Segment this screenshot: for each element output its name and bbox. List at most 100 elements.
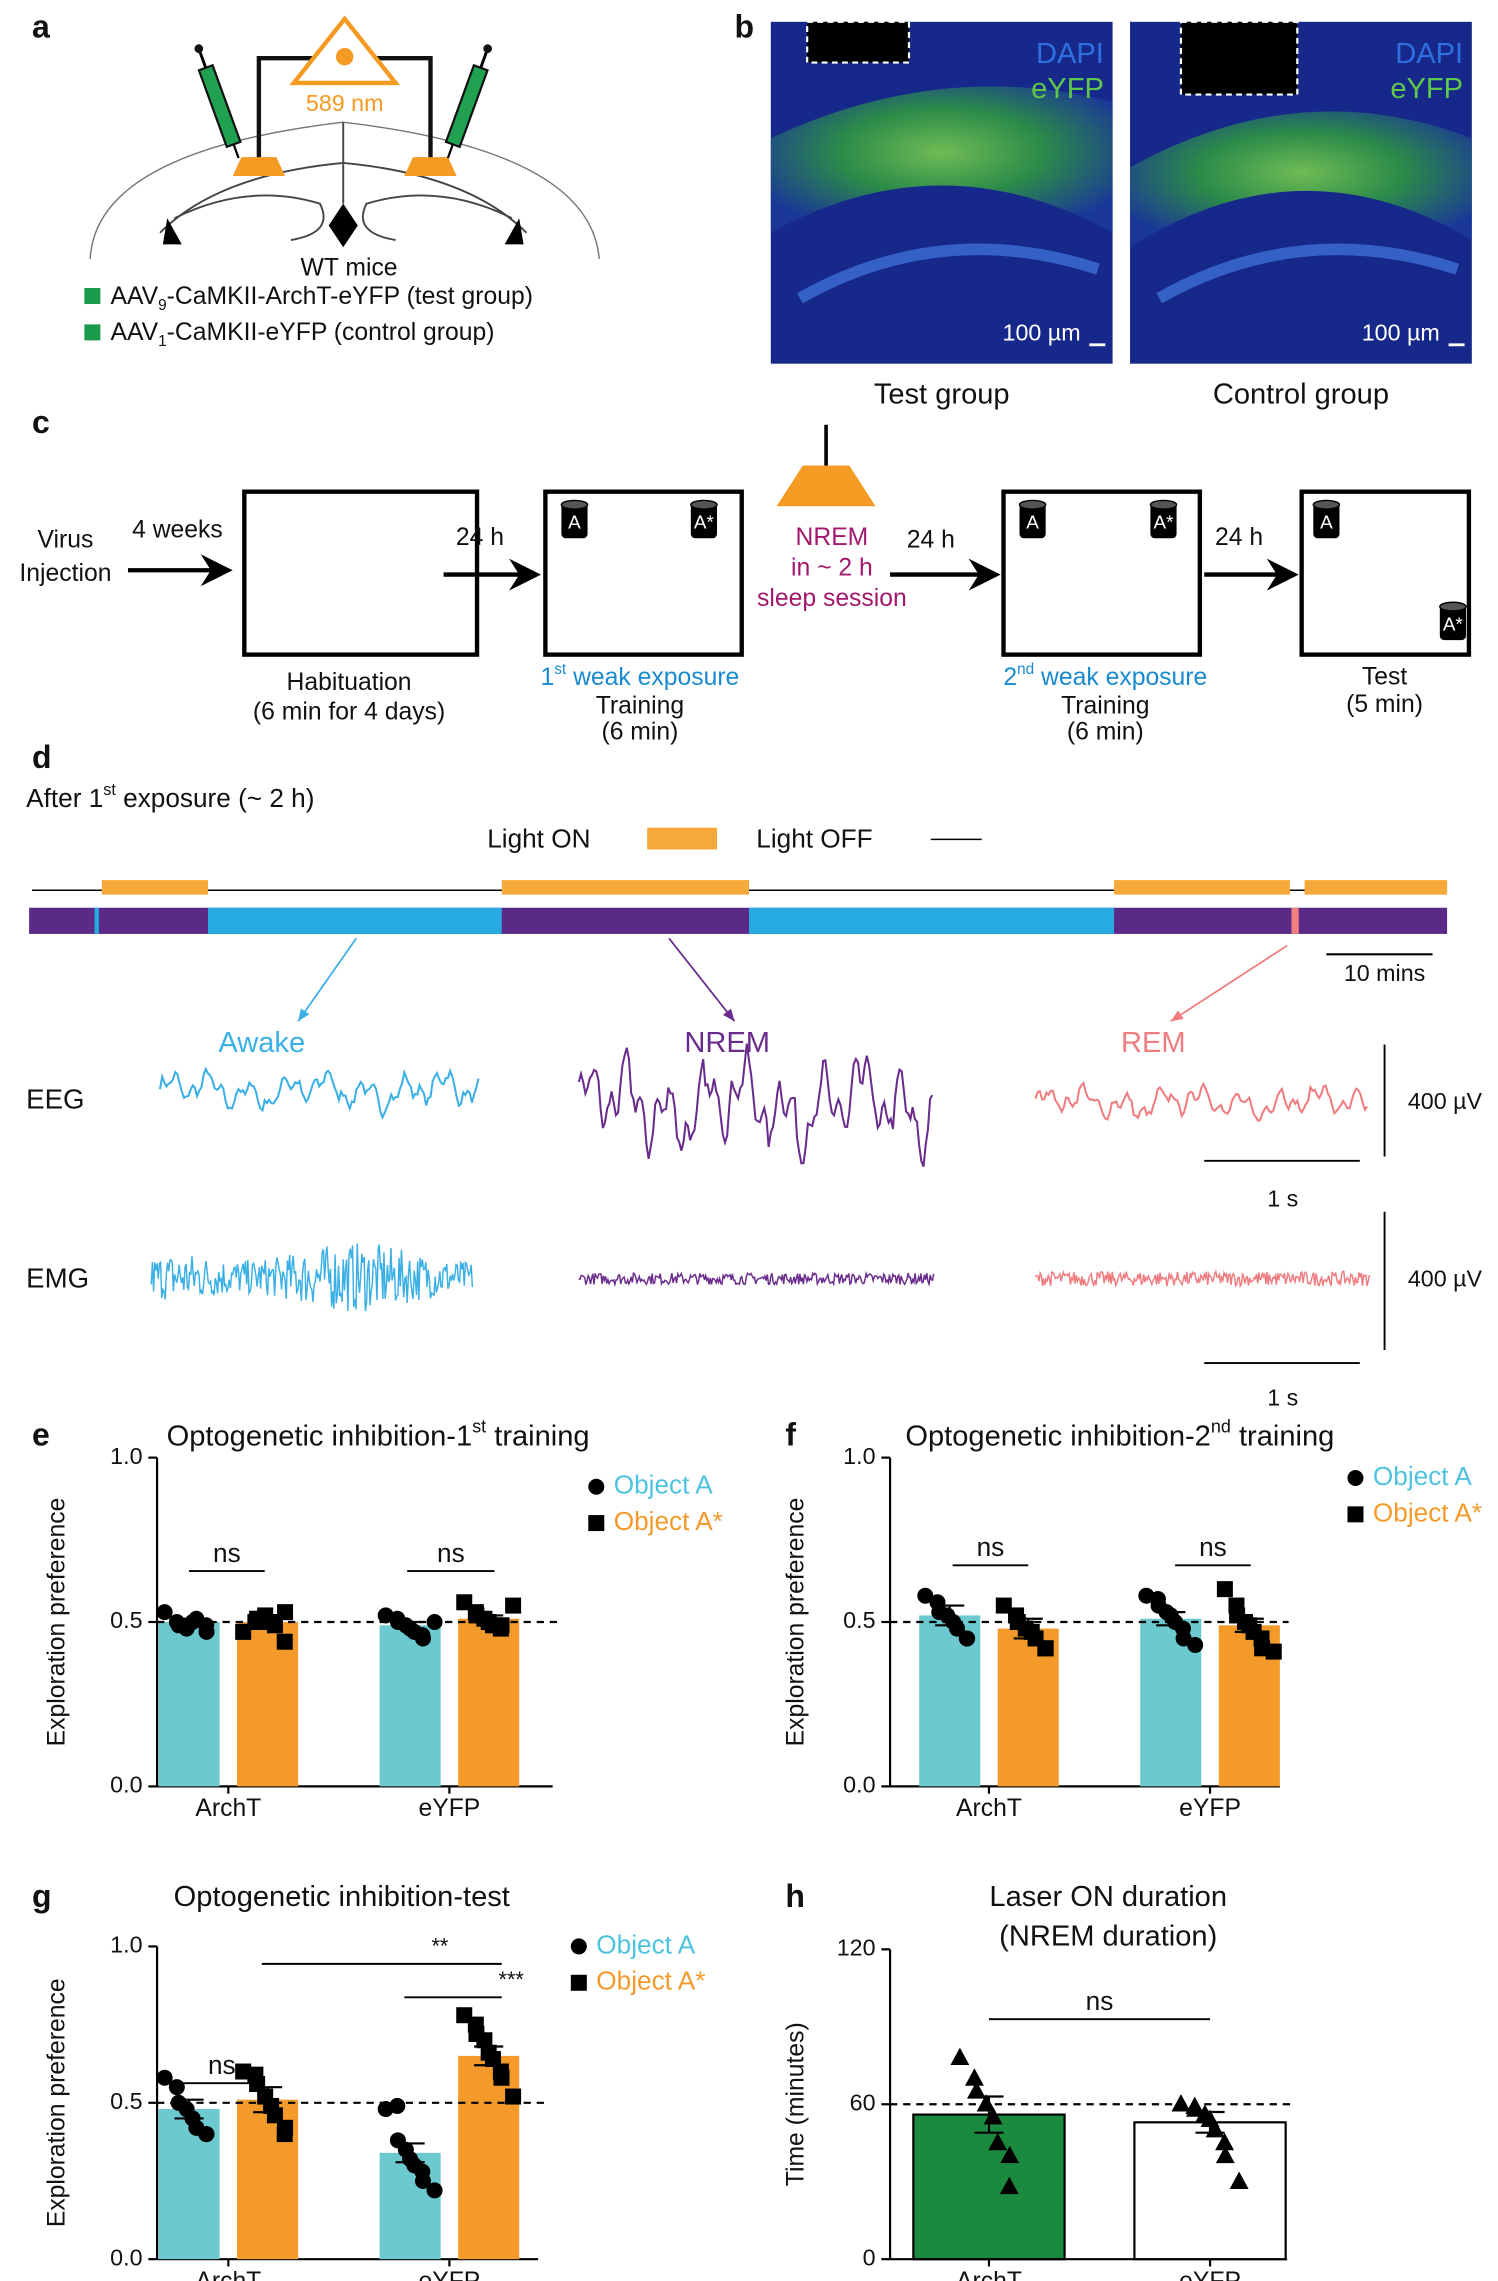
x-tick-label: eYFP	[1179, 2268, 1241, 2281]
data-point	[1037, 1640, 1054, 1657]
data-point	[1175, 1630, 1192, 1647]
label: (6 min for 4 days)	[253, 698, 445, 725]
scale-label: 100 µm	[1003, 320, 1081, 346]
y-tick-label: 0.0	[110, 2244, 142, 2270]
panel-label: a	[32, 9, 50, 45]
bar	[458, 1618, 520, 1787]
data-point	[964, 2068, 984, 2086]
data-point	[168, 2079, 185, 2096]
data-point	[198, 2126, 215, 2143]
text-part: AAV	[111, 319, 159, 346]
label: EMG	[26, 1262, 89, 1293]
data-point	[1229, 2171, 1249, 2189]
trace	[1034, 1081, 1368, 1122]
text-part: 1	[541, 663, 555, 690]
y-tick-label: 1.0	[110, 1443, 142, 1469]
cannula	[1180, 21, 1298, 95]
object-top	[1312, 499, 1341, 510]
eyfp-band	[770, 86, 1113, 233]
bar	[158, 1622, 220, 1787]
data-point	[493, 1617, 510, 1634]
x-tick-label: ArchT	[956, 1795, 1022, 1822]
label: 400 µV	[1408, 1265, 1483, 1291]
object	[690, 503, 718, 539]
panel-label: g	[32, 1878, 52, 1914]
label: 24 h	[456, 524, 504, 551]
legend-label: Object A*	[614, 1506, 723, 1536]
data-point	[414, 2172, 431, 2189]
data-point	[1205, 2119, 1225, 2138]
data-point	[277, 1604, 294, 1621]
label: Injection	[19, 560, 111, 587]
chart-title: Optogenetic inhibition-test	[174, 1881, 510, 1913]
ventricle	[162, 203, 524, 248]
data-point	[917, 1587, 934, 1604]
significance-label: ns	[1086, 1986, 1114, 2016]
data-point	[156, 1604, 173, 1621]
bar	[912, 2113, 1066, 2261]
stain-label: eYFP	[1390, 73, 1463, 105]
awake-period	[94, 907, 99, 934]
script-text: 9	[158, 296, 167, 313]
x-tick-label: ArchT	[195, 1795, 261, 1822]
syringe-plunger	[198, 50, 208, 69]
label: in ~ 2 h	[791, 554, 873, 581]
legend-label: Object A	[596, 1929, 695, 1959]
data-point	[476, 2032, 493, 2049]
x-tick-label: eYFP	[418, 2268, 480, 2281]
chart-title: Optogenetic inhibition-2nd training	[905, 1416, 1334, 1452]
object-top	[690, 499, 718, 510]
y-tick-label: 60	[850, 2089, 876, 2115]
label: (5 min)	[1346, 691, 1423, 718]
text-part: Optogenetic inhibition-2	[905, 1420, 1210, 1452]
label: Light ON	[487, 824, 590, 854]
state-label: Awake	[218, 1027, 305, 1059]
data-point	[426, 2182, 443, 2199]
panel-label: d	[32, 739, 52, 775]
dentate	[797, 243, 1100, 304]
arena	[543, 489, 744, 657]
y-axis-label: Exploration preference	[44, 1978, 71, 2227]
panel-label: b	[734, 9, 754, 45]
y-tick-label: 0.5	[843, 1607, 875, 1633]
text-part: weak exposure	[566, 663, 739, 690]
data-point	[999, 2176, 1019, 2195]
data-point	[1187, 1637, 1204, 1654]
panel-label: h	[785, 1878, 805, 1914]
eyfp-band	[1130, 111, 1472, 248]
object-label: A	[1026, 513, 1039, 534]
text-part: training	[1231, 1420, 1334, 1452]
panel-label: e	[32, 1417, 50, 1453]
mouse: WT mice	[301, 255, 398, 282]
arrow-head	[968, 558, 1001, 591]
arrow-head	[298, 1008, 310, 1022]
caption: Control group	[1213, 378, 1389, 410]
text-part: weak exposure	[1034, 663, 1207, 690]
data-point	[570, 1974, 587, 1991]
object-label: A	[1320, 513, 1333, 534]
y-axis-label: Time (minutes)	[783, 2022, 810, 2186]
awake-period	[749, 907, 1115, 934]
label: Test	[1362, 663, 1407, 690]
trace	[158, 1066, 480, 1121]
data-point	[1347, 1469, 1364, 1486]
data-point	[505, 1597, 522, 1614]
data-point	[949, 1620, 966, 1637]
trace	[577, 1043, 934, 1168]
y-axis-label: Exploration preference	[783, 1498, 810, 1747]
label: Training	[1061, 693, 1149, 720]
light-on-period	[1304, 880, 1448, 895]
cannula	[807, 21, 909, 63]
y-tick-label: 0.0	[110, 1772, 142, 1798]
text-part: exposure (~ 2 h)	[116, 783, 315, 813]
legend-label: Object A*	[596, 1966, 705, 1996]
data-point	[967, 2081, 986, 2099]
data-point	[235, 1623, 252, 1640]
syringe	[194, 44, 242, 159]
chart-title: Optogenetic inhibition-1st training	[167, 1416, 590, 1452]
arena	[1299, 489, 1472, 657]
bar	[458, 2055, 520, 2260]
script-text: nd	[1211, 1416, 1231, 1436]
data-point	[276, 1633, 293, 1650]
